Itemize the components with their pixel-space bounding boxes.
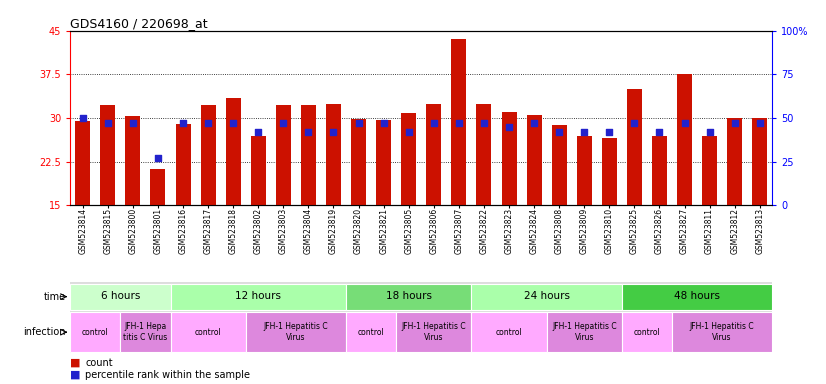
Point <box>528 120 541 126</box>
Text: control: control <box>634 328 660 337</box>
Point <box>202 120 215 126</box>
Text: 12 hours: 12 hours <box>235 291 282 301</box>
Bar <box>552 125 567 205</box>
Bar <box>276 105 291 205</box>
Bar <box>100 105 116 205</box>
Bar <box>376 121 392 205</box>
Bar <box>75 121 90 205</box>
Bar <box>251 136 266 205</box>
Bar <box>70 284 170 310</box>
Point <box>151 155 164 161</box>
Point <box>402 129 415 135</box>
Bar <box>176 124 191 205</box>
Bar <box>326 104 341 205</box>
Bar <box>396 312 472 353</box>
Text: JFH-1 Hepatitis C
Virus: JFH-1 Hepatitis C Virus <box>690 323 754 342</box>
Point <box>678 120 691 126</box>
Bar <box>170 284 346 310</box>
Bar <box>351 119 366 205</box>
Text: JFH-1 Hepatitis C
Virus: JFH-1 Hepatitis C Virus <box>552 323 616 342</box>
Text: time: time <box>44 291 66 302</box>
Bar <box>451 40 467 205</box>
Text: 18 hours: 18 hours <box>386 291 432 301</box>
Bar <box>170 312 246 353</box>
Text: percentile rank within the sample: percentile rank within the sample <box>85 370 250 380</box>
Point <box>177 120 190 126</box>
Text: control: control <box>496 328 522 337</box>
Text: ■: ■ <box>70 358 81 368</box>
Bar <box>627 89 642 205</box>
Text: control: control <box>82 328 109 337</box>
Bar <box>246 312 346 353</box>
Point <box>226 120 240 126</box>
Point <box>126 120 140 126</box>
Point <box>728 120 741 126</box>
Text: infection: infection <box>24 327 66 337</box>
Bar <box>426 104 441 205</box>
Bar <box>301 105 316 205</box>
Point <box>553 129 566 135</box>
Point <box>352 120 365 126</box>
Bar <box>501 112 516 205</box>
Point <box>477 120 491 126</box>
Bar <box>752 118 767 205</box>
Bar <box>126 116 140 205</box>
Text: ■: ■ <box>70 370 81 380</box>
Bar <box>677 74 692 205</box>
Bar <box>622 312 672 353</box>
Bar <box>472 312 547 353</box>
Text: JFH-1 Hepa
titis C Virus: JFH-1 Hepa titis C Virus <box>123 323 168 342</box>
Text: 6 hours: 6 hours <box>101 291 140 301</box>
Bar <box>401 113 416 205</box>
Bar <box>346 284 472 310</box>
Text: 24 hours: 24 hours <box>524 291 570 301</box>
Text: JFH-1 Hepatitis C
Virus: JFH-1 Hepatitis C Virus <box>401 323 466 342</box>
Point <box>301 129 315 135</box>
Point <box>427 120 440 126</box>
Bar <box>702 136 717 205</box>
Bar <box>472 284 622 310</box>
Bar <box>622 284 772 310</box>
Text: control: control <box>195 328 221 337</box>
Point <box>753 120 767 126</box>
Bar <box>201 105 216 205</box>
Point <box>603 129 616 135</box>
Bar <box>652 136 667 205</box>
Point <box>277 120 290 126</box>
Bar <box>477 104 491 205</box>
Point <box>502 124 515 130</box>
Point <box>628 120 641 126</box>
Point <box>102 120 115 126</box>
Text: control: control <box>358 328 384 337</box>
Point <box>327 129 340 135</box>
Bar <box>70 312 121 353</box>
Text: GDS4160 / 220698_at: GDS4160 / 220698_at <box>70 17 208 30</box>
Bar <box>727 118 743 205</box>
Bar <box>577 136 591 205</box>
Bar <box>602 139 617 205</box>
Point <box>76 115 89 121</box>
Point <box>252 129 265 135</box>
Bar <box>225 98 240 205</box>
Bar <box>527 114 542 205</box>
Bar <box>672 312 772 353</box>
Text: 48 hours: 48 hours <box>674 291 720 301</box>
Point <box>703 129 716 135</box>
Point <box>453 120 466 126</box>
Bar <box>547 312 622 353</box>
Bar <box>121 312 170 353</box>
Text: JFH-1 Hepatitis C
Virus: JFH-1 Hepatitis C Virus <box>263 323 328 342</box>
Bar <box>346 312 396 353</box>
Point <box>577 129 591 135</box>
Point <box>377 120 390 126</box>
Point <box>653 129 666 135</box>
Text: count: count <box>85 358 112 368</box>
Bar <box>150 169 165 205</box>
